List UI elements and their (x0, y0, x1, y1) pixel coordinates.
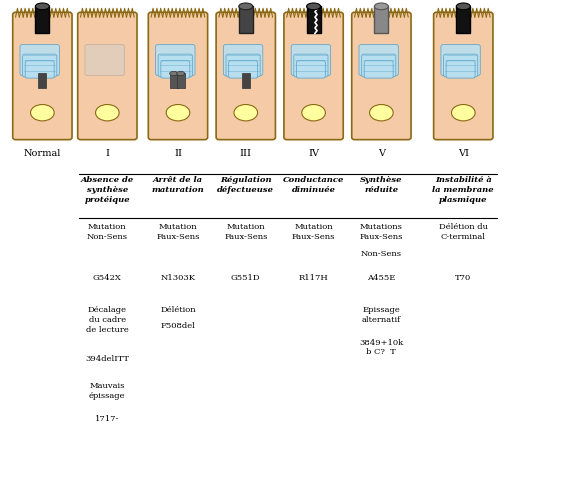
FancyBboxPatch shape (78, 12, 137, 140)
FancyBboxPatch shape (444, 54, 477, 77)
Text: IV: IV (308, 149, 319, 158)
Bar (457, 6, 470, 33)
FancyBboxPatch shape (20, 45, 59, 75)
FancyBboxPatch shape (362, 54, 396, 77)
Text: Arrêt de la
maturation: Arrêt de la maturation (151, 176, 205, 194)
Text: 394delITT: 394delITT (85, 355, 129, 363)
FancyBboxPatch shape (291, 45, 331, 75)
Ellipse shape (234, 104, 258, 121)
Text: 1717-: 1717- (95, 415, 120, 422)
FancyBboxPatch shape (226, 54, 260, 77)
Text: Mutation
Faux-Sens: Mutation Faux-Sens (157, 223, 199, 241)
Text: Délétion: Délétion (160, 306, 196, 314)
Text: VI: VI (458, 149, 469, 158)
FancyBboxPatch shape (85, 45, 124, 75)
Ellipse shape (375, 3, 388, 10)
Ellipse shape (457, 3, 470, 10)
Text: Mutation
Faux-Sens: Mutation Faux-Sens (292, 223, 335, 241)
Bar (36, 6, 49, 33)
Text: F508del: F508del (160, 322, 195, 330)
Ellipse shape (370, 104, 393, 121)
Text: 3849+10k
b C?  T: 3849+10k b C? T (359, 339, 403, 356)
FancyBboxPatch shape (23, 54, 57, 77)
Text: I: I (105, 149, 110, 158)
FancyBboxPatch shape (434, 12, 493, 140)
FancyBboxPatch shape (294, 54, 328, 77)
FancyBboxPatch shape (446, 61, 475, 78)
Text: T70: T70 (455, 274, 471, 282)
Text: Délétion du
C-terminal: Délétion du C-terminal (439, 223, 488, 241)
FancyBboxPatch shape (155, 45, 195, 75)
Text: Conductance
diminuée: Conductance diminuée (283, 176, 344, 194)
Text: Mutation
Faux-Sens: Mutation Faux-Sens (224, 223, 267, 241)
Text: Epissage
alternatif: Epissage alternatif (362, 306, 401, 324)
Ellipse shape (307, 3, 320, 10)
Text: Normal: Normal (24, 149, 61, 158)
Text: A455E: A455E (367, 274, 395, 282)
FancyBboxPatch shape (359, 45, 398, 75)
Text: Non-Sens: Non-Sens (361, 250, 402, 258)
FancyBboxPatch shape (12, 12, 72, 140)
Text: G551D: G551D (231, 274, 260, 282)
Text: Mutations
Faux-Sens: Mutations Faux-Sens (360, 223, 403, 241)
Text: Mutation
Non-Sens: Mutation Non-Sens (87, 223, 128, 241)
Bar (307, 6, 320, 33)
FancyBboxPatch shape (229, 61, 258, 78)
FancyBboxPatch shape (161, 61, 190, 78)
Text: III: III (240, 149, 252, 158)
Text: Instabilité à
la membrane
plasmique: Instabilité à la membrane plasmique (432, 176, 494, 204)
Bar (239, 6, 253, 33)
Text: V: V (378, 149, 385, 158)
Bar (38, 74, 46, 88)
Ellipse shape (166, 104, 190, 121)
FancyBboxPatch shape (158, 54, 192, 77)
FancyBboxPatch shape (351, 12, 411, 140)
Ellipse shape (170, 72, 178, 75)
Text: Synthèse
réduite: Synthèse réduite (360, 176, 403, 194)
Ellipse shape (95, 104, 119, 121)
FancyBboxPatch shape (216, 12, 276, 140)
FancyBboxPatch shape (284, 12, 344, 140)
Text: II: II (174, 149, 182, 158)
FancyBboxPatch shape (364, 61, 393, 78)
Text: Régulation
défectueuse: Régulation défectueuse (218, 176, 274, 194)
Text: Mauvais
épissage: Mauvais épissage (89, 382, 125, 400)
Text: N1303K: N1303K (160, 274, 195, 282)
Ellipse shape (31, 104, 54, 121)
Ellipse shape (302, 104, 325, 121)
FancyBboxPatch shape (297, 61, 325, 78)
Bar (375, 6, 388, 33)
Text: Décalage
du cadre
de lecture: Décalage du cadre de lecture (86, 306, 129, 334)
Ellipse shape (239, 3, 253, 10)
Bar (177, 74, 185, 88)
Bar (242, 74, 250, 88)
Text: G542X: G542X (93, 274, 122, 282)
FancyBboxPatch shape (25, 61, 54, 78)
Ellipse shape (451, 104, 475, 121)
Ellipse shape (177, 72, 185, 75)
Text: Absence de
synthèse
protéique: Absence de synthèse protéique (81, 176, 134, 204)
FancyBboxPatch shape (148, 12, 208, 140)
FancyBboxPatch shape (223, 45, 263, 75)
Text: R117H: R117H (299, 274, 328, 282)
Ellipse shape (36, 3, 49, 10)
Bar (170, 74, 178, 88)
FancyBboxPatch shape (441, 45, 480, 75)
